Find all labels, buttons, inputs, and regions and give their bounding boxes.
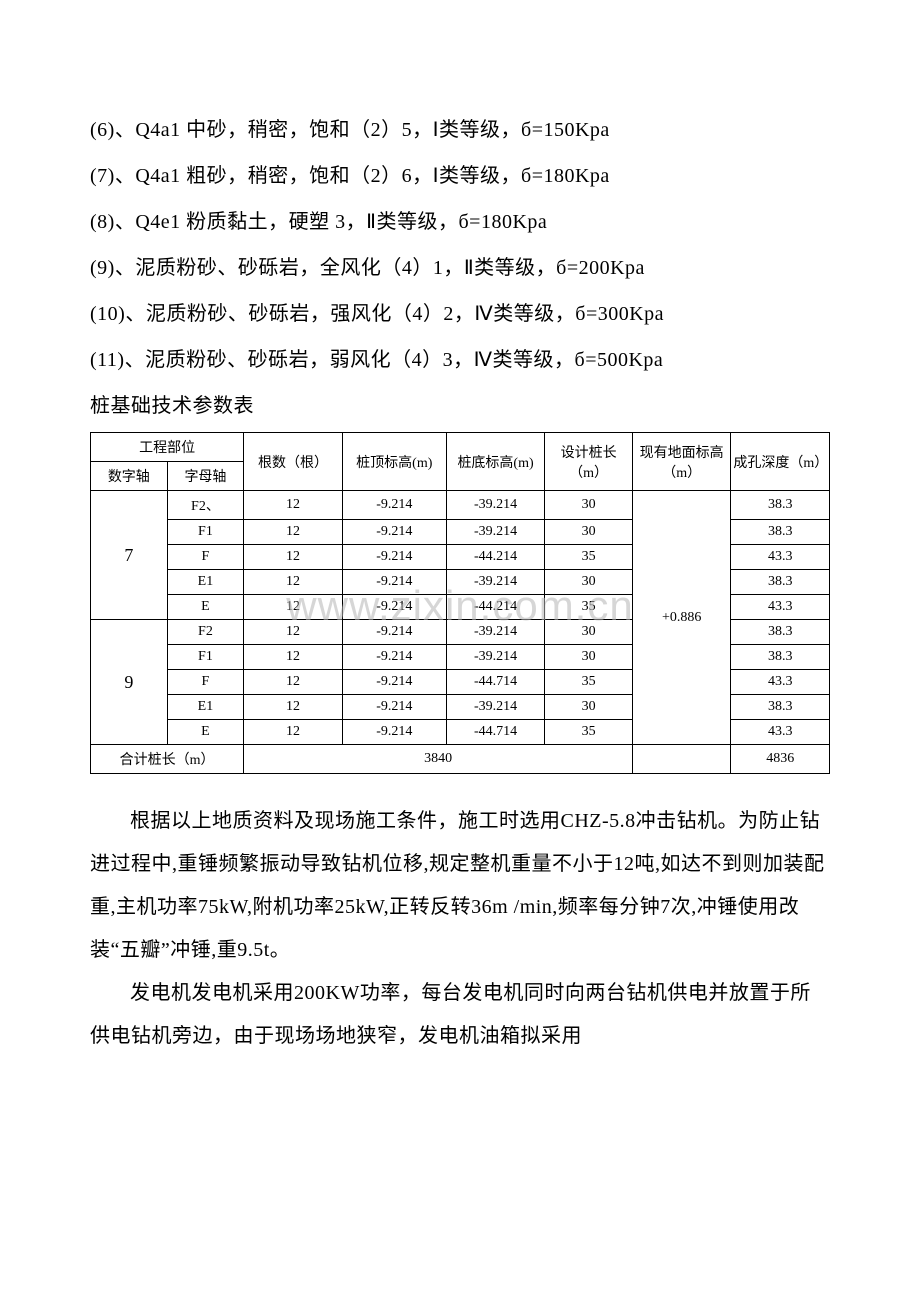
cell-depth: 38.3	[731, 620, 830, 645]
body-paragraph-1: 根据以上地质资料及现场施工条件，施工时选用CHZ-5.8冲击钻机。为防止钻进过程…	[90, 800, 830, 972]
cell-bottom: -44.714	[446, 720, 545, 745]
cell-roots: 12	[244, 545, 343, 570]
cell-depth: 43.3	[731, 720, 830, 745]
cell-bottom: -44.214	[446, 545, 545, 570]
cell-group-9: 9	[91, 620, 168, 745]
th-ground-elev: 现有地面标高（m）	[632, 433, 731, 491]
cell-roots: 12	[244, 695, 343, 720]
cell-total-blank	[632, 745, 731, 774]
cell-depth: 38.3	[731, 695, 830, 720]
cell-top: -9.214	[342, 491, 446, 520]
body-paragraph-2: 发电机发电机采用200KW功率，每台发电机同时向两台钻机供电并放置于所供电钻机旁…	[90, 972, 830, 1058]
cell-letter: F1	[167, 645, 244, 670]
geo-line-8: (8)、Q4e1 粉质黏土，硬塑 3，Ⅱ类等级，б=180Kpa	[90, 202, 830, 242]
cell-len: 30	[545, 645, 633, 670]
geo-line-6: (6)、Q4a1 中砂，稍密，饱和（2）5，Ⅰ类等级，б=150Kpa	[90, 110, 830, 150]
cell-depth: 43.3	[731, 670, 830, 695]
cell-depth: 38.3	[731, 520, 830, 545]
th-roots: 根数（根）	[244, 433, 343, 491]
cell-len: 35	[545, 720, 633, 745]
cell-roots: 12	[244, 620, 343, 645]
cell-bottom: -44.714	[446, 670, 545, 695]
cell-len: 35	[545, 595, 633, 620]
cell-roots: 12	[244, 491, 343, 520]
pile-params-table: 工程部位 根数（根） 桩顶标高(m) 桩底标高(m) 设计桩长（m） 现有地面标…	[90, 432, 830, 774]
th-hole-depth: 成孔深度（m）	[731, 433, 830, 491]
cell-letter: E	[167, 595, 244, 620]
cell-bottom: -44.214	[446, 595, 545, 620]
cell-roots: 12	[244, 720, 343, 745]
cell-ground-elev: +0.886	[632, 491, 731, 745]
cell-bottom: -39.214	[446, 620, 545, 645]
cell-len: 30	[545, 570, 633, 595]
cell-letter: F1	[167, 520, 244, 545]
cell-top: -9.214	[342, 695, 446, 720]
cell-letter: E1	[167, 695, 244, 720]
cell-top: -9.214	[342, 620, 446, 645]
table-header-row-1: 工程部位 根数（根） 桩顶标高(m) 桩底标高(m) 设计桩长（m） 现有地面标…	[91, 433, 830, 462]
cell-roots: 12	[244, 520, 343, 545]
cell-len: 35	[545, 545, 633, 570]
cell-depth: 38.3	[731, 570, 830, 595]
cell-bottom: -39.214	[446, 520, 545, 545]
cell-letter: F2	[167, 620, 244, 645]
geo-line-9: (9)、泥质粉砂、砂砾岩，全风化（4）1，Ⅱ类等级，б=200Kpa	[90, 248, 830, 288]
cell-total-len: 3840	[244, 745, 633, 774]
cell-roots: 12	[244, 645, 343, 670]
geo-line-11: (11)、泥质粉砂、砂砾岩，弱风化（4）3，Ⅳ类等级，б=500Kpa	[90, 340, 830, 380]
geo-line-7: (7)、Q4a1 粗砂，稍密，饱和（2）6，Ⅰ类等级，б=180Kpa	[90, 156, 830, 196]
cell-depth: 43.3	[731, 595, 830, 620]
cell-roots: 12	[244, 595, 343, 620]
cell-depth: 38.3	[731, 491, 830, 520]
cell-letter: F2、	[167, 491, 244, 520]
th-top-elev: 桩顶标高(m)	[342, 433, 446, 491]
cell-top: -9.214	[342, 645, 446, 670]
cell-depth: 38.3	[731, 645, 830, 670]
cell-len: 30	[545, 520, 633, 545]
cell-top: -9.214	[342, 570, 446, 595]
cell-top: -9.214	[342, 595, 446, 620]
document-page: (6)、Q4a1 中砂，稍密，饱和（2）5，Ⅰ类等级，б=150Kpa (7)、…	[0, 0, 920, 1118]
spacer	[90, 782, 830, 800]
cell-top: -9.214	[342, 520, 446, 545]
cell-roots: 12	[244, 570, 343, 595]
table-wrapper: www.zixin.com.cn 工程部位 根数（根） 桩顶标高(m) 桩底标高…	[90, 432, 830, 774]
cell-roots: 12	[244, 670, 343, 695]
cell-len: 30	[545, 695, 633, 720]
table-row: 7 F2、 12 -9.214 -39.214 30 +0.886 38.3	[91, 491, 830, 520]
th-letter-axis: 字母轴	[167, 462, 244, 491]
cell-letter: E	[167, 720, 244, 745]
cell-top: -9.214	[342, 670, 446, 695]
cell-letter: F	[167, 545, 244, 570]
cell-depth: 43.3	[731, 545, 830, 570]
table-total-row: 合计桩长（m） 3840 4836	[91, 745, 830, 774]
cell-total-depth: 4836	[731, 745, 830, 774]
table-title: 桩基础技术参数表	[90, 386, 830, 426]
cell-group-7: 7	[91, 491, 168, 620]
geo-line-10: (10)、泥质粉砂、砂砾岩，强风化（4）2，Ⅳ类等级，б=300Kpa	[90, 294, 830, 334]
cell-top: -9.214	[342, 545, 446, 570]
cell-bottom: -39.214	[446, 570, 545, 595]
th-bottom-elev: 桩底标高(m)	[446, 433, 545, 491]
th-num-axis: 数字轴	[91, 462, 168, 491]
cell-letter: E1	[167, 570, 244, 595]
cell-total-label: 合计桩长（m）	[91, 745, 244, 774]
th-project-part: 工程部位	[91, 433, 244, 462]
cell-len: 30	[545, 491, 633, 520]
cell-len: 35	[545, 670, 633, 695]
cell-bottom: -39.214	[446, 491, 545, 520]
th-design-len: 设计桩长（m）	[545, 433, 633, 491]
cell-bottom: -39.214	[446, 645, 545, 670]
cell-len: 30	[545, 620, 633, 645]
cell-top: -9.214	[342, 720, 446, 745]
cell-letter: F	[167, 670, 244, 695]
cell-bottom: -39.214	[446, 695, 545, 720]
